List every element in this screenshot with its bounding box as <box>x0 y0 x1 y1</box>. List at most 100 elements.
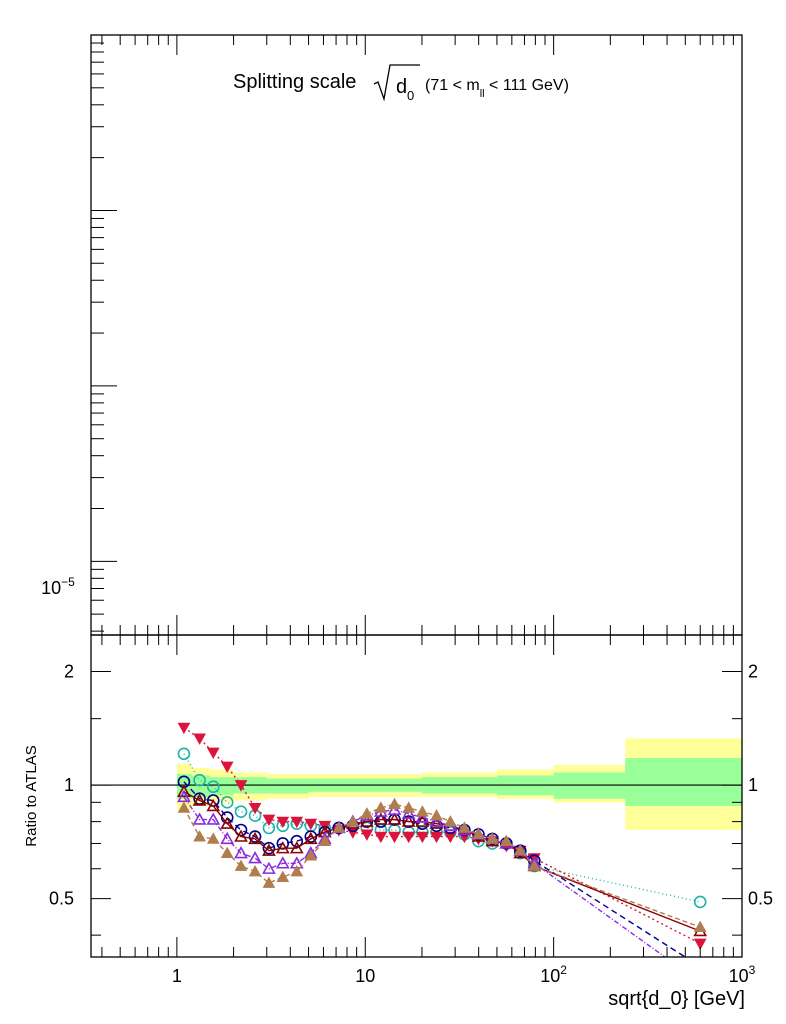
data-point <box>177 722 191 735</box>
y-tick-label: 1 <box>64 775 74 795</box>
data-point <box>318 834 332 847</box>
data-point <box>234 845 248 859</box>
data-point <box>192 793 207 806</box>
title-sqrt-symbol: d <box>396 76 407 98</box>
data-point <box>290 864 304 877</box>
series-line <box>183 781 687 957</box>
series-6 <box>177 797 707 933</box>
data-point <box>444 815 457 827</box>
data-point <box>234 823 248 837</box>
x-tick-label: 10 <box>355 966 375 986</box>
data-point <box>220 831 235 845</box>
data-point <box>388 831 401 844</box>
data-point <box>415 810 430 823</box>
data-point <box>177 747 191 761</box>
ratio-series <box>177 722 708 987</box>
data-point <box>499 834 513 847</box>
data-point <box>304 818 318 831</box>
data-point <box>193 733 206 745</box>
data-point <box>177 784 191 797</box>
data-point <box>248 802 262 815</box>
main-panel-ticks <box>91 35 743 635</box>
data-point <box>693 920 707 933</box>
data-point <box>206 780 220 794</box>
data-point <box>360 807 374 819</box>
data-point <box>360 814 374 827</box>
title-mass-subscript: ll <box>480 88 485 100</box>
data-point <box>220 796 234 809</box>
data-point <box>374 831 388 844</box>
data-point <box>262 843 276 856</box>
ratio-tick-labels: 0.5 0.5 1 1 2 2 1 10 102 103 <box>49 662 773 986</box>
data-point <box>527 859 541 871</box>
data-point <box>429 814 444 827</box>
data-point <box>332 821 346 833</box>
data-point <box>275 856 290 869</box>
data-point <box>416 817 429 830</box>
data-point <box>429 816 444 829</box>
data-point <box>388 797 401 810</box>
y-axis-label: Ratio to ATLAS <box>23 745 40 846</box>
data-point <box>374 801 388 813</box>
data-point <box>206 798 221 812</box>
data-point <box>402 831 416 844</box>
data-point <box>695 977 706 987</box>
data-point <box>416 831 429 844</box>
main-y-tick-exponent: −5 <box>61 575 75 589</box>
data-point <box>290 834 304 848</box>
data-point <box>303 831 318 845</box>
series-line <box>183 727 701 945</box>
title-sqrt-subscript: 0 <box>407 88 414 103</box>
x-axis-label: sqrt{d_0} [GeV] <box>608 988 745 1010</box>
y-tick-label-right: 0.5 <box>748 889 773 909</box>
data-point <box>415 814 430 827</box>
title-mass-range: (71 < mll < 111 GeV) <box>425 77 569 100</box>
data-point <box>262 861 276 874</box>
main-title: Splitting scale d 0 (71 < mll < 111 GeV) <box>233 64 569 103</box>
ratio-panel-ticks <box>91 635 743 957</box>
data-point <box>472 827 485 840</box>
data-point <box>206 747 220 760</box>
data-point <box>387 812 402 825</box>
data-point <box>695 961 706 972</box>
data-point <box>262 841 276 855</box>
data-point <box>290 816 304 829</box>
main-y-tick-label: 10−5 <box>41 575 75 598</box>
data-point <box>276 870 290 883</box>
data-point <box>206 832 220 844</box>
title-text: Splitting scale <box>233 71 356 93</box>
data-point <box>177 801 191 813</box>
data-point <box>192 812 207 825</box>
data-point <box>486 832 499 844</box>
y-tick-label-right: 2 <box>748 662 758 682</box>
series-line <box>183 803 701 928</box>
y-tick-label-right: 1 <box>748 775 758 795</box>
data-point <box>444 831 457 844</box>
data-point <box>346 815 360 827</box>
data-point <box>234 805 248 818</box>
title-sqrt-sign <box>373 64 420 102</box>
data-point <box>275 841 290 854</box>
data-point <box>513 844 527 856</box>
x-tick-label: 102 <box>540 963 567 986</box>
series-line <box>183 791 701 932</box>
data-point <box>387 802 402 815</box>
data-point <box>416 805 429 817</box>
data-point <box>289 841 304 854</box>
main-panel-frame <box>90 34 743 636</box>
y-tick-label: 2 <box>64 662 74 682</box>
data-point <box>220 846 234 859</box>
data-point <box>248 864 262 877</box>
x-tick-label: 103 <box>729 963 756 986</box>
data-point <box>276 816 290 829</box>
x-tick-label: 1 <box>172 966 182 986</box>
data-point <box>401 806 416 819</box>
data-point <box>248 830 262 843</box>
data-point <box>262 876 276 888</box>
data-point <box>401 814 416 827</box>
data-point <box>234 780 248 792</box>
data-point <box>693 895 707 909</box>
data-point <box>360 829 374 841</box>
ratio-panel-frame <box>90 634 743 958</box>
